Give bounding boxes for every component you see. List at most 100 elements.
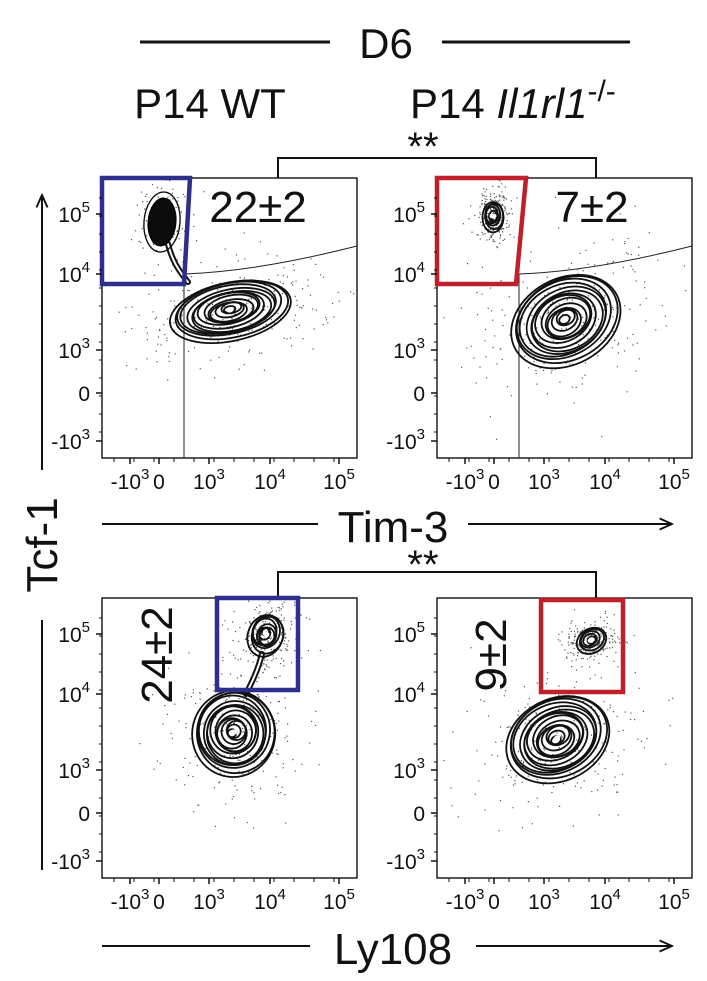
- event-dot: [290, 282, 292, 284]
- event-dot: [530, 724, 532, 726]
- event-dot: [544, 294, 546, 297]
- event-dot: [193, 214, 195, 216]
- event-dot: [450, 787, 452, 789]
- event-dot: [244, 258, 246, 260]
- event-dot: [243, 364, 245, 366]
- x-tick-label: 103: [193, 466, 225, 494]
- x-tick-base: 10: [528, 891, 551, 914]
- event-dot: [283, 601, 285, 603]
- event-dot: [536, 327, 538, 329]
- event-dot: [238, 368, 240, 370]
- event-dot: [270, 702, 272, 704]
- event-dot: [495, 224, 498, 226]
- event-dot: [522, 281, 524, 283]
- x-tick-exponent: 5: [682, 466, 690, 483]
- event-dot: [224, 305, 226, 307]
- y-tick-exponent: 3: [82, 426, 90, 443]
- event-dot: [569, 208, 571, 210]
- event-dot: [494, 197, 496, 199]
- event-dot: [233, 308, 235, 310]
- event-dot: [276, 749, 278, 751]
- event-dot: [274, 290, 276, 292]
- event-dot: [184, 694, 186, 696]
- event-dot: [184, 784, 186, 786]
- event-dot: [157, 343, 159, 345]
- event-dot: [594, 674, 596, 676]
- contour-ring: [143, 191, 181, 253]
- event-dot: [536, 797, 538, 799]
- event-dot: [618, 638, 620, 640]
- event-dot: [502, 325, 504, 327]
- event-dot: [521, 317, 523, 319]
- event-dot: [264, 649, 266, 651]
- event-dot: [253, 768, 256, 770]
- facs-panel-2: [436, 177, 693, 459]
- event-dot: [265, 318, 267, 320]
- event-dot: [260, 639, 262, 641]
- gate-percentage-label: 22±2: [209, 183, 307, 232]
- event-dot: [279, 609, 281, 611]
- event-dot: [561, 736, 563, 738]
- y-tick-label: 0: [78, 803, 90, 826]
- event-dot: [574, 352, 576, 354]
- event-dot: [489, 193, 492, 195]
- event-dot: [189, 762, 191, 764]
- x-tick-base: 10: [254, 891, 277, 914]
- event-dot: [255, 628, 257, 630]
- event-dot: [491, 310, 493, 312]
- event-dot: [258, 676, 260, 679]
- event-dot: [492, 208, 494, 210]
- event-dot: [529, 260, 532, 262]
- event-dot: [561, 328, 563, 330]
- event-dot: [194, 755, 196, 758]
- event-dot: [253, 827, 255, 829]
- contour-ring: [515, 275, 619, 364]
- event-dot: [569, 772, 571, 774]
- event-dot: [479, 366, 481, 368]
- event-dot: [140, 191, 143, 193]
- event-dot: [222, 656, 224, 658]
- event-dot: [484, 202, 486, 205]
- event-dot: [528, 719, 530, 721]
- event-dot: [228, 696, 230, 698]
- event-dot: [269, 622, 271, 624]
- x-tick-base: 10: [323, 471, 346, 494]
- event-dot: [481, 203, 483, 206]
- event-dot: [237, 759, 239, 761]
- event-dot: [493, 227, 495, 229]
- event-dot: [598, 662, 600, 664]
- event-dot: [231, 798, 233, 800]
- event-dot: [168, 356, 170, 358]
- event-dot: [530, 348, 533, 350]
- contour-ring: [519, 705, 598, 772]
- y-tick-label: 0: [413, 383, 425, 406]
- event-dot: [490, 236, 493, 238]
- event-dot: [524, 722, 526, 724]
- event-dot: [271, 297, 273, 299]
- event-dot: [173, 322, 175, 324]
- y-tick-exponent: 3: [82, 335, 90, 352]
- y-tick-base: 10: [393, 204, 416, 227]
- event-dot: [602, 650, 604, 652]
- event-dot: [487, 216, 489, 218]
- event-dot: [273, 648, 275, 650]
- event-dot: [508, 224, 510, 226]
- event-dot: [518, 727, 520, 729]
- event-dot: [312, 308, 314, 310]
- x-tick-exponent: 3: [552, 466, 560, 483]
- event-dot: [604, 638, 606, 640]
- event-dot: [613, 784, 615, 786]
- event-dot: [353, 293, 355, 295]
- y-tick-base: -10: [386, 851, 416, 874]
- event-dot: [160, 344, 162, 346]
- event-dot: [598, 642, 600, 644]
- event-dot: [482, 194, 484, 197]
- event-dot: [148, 293, 150, 295]
- event-dot: [576, 739, 578, 741]
- event-dot: [501, 183, 503, 185]
- event-dot: [259, 352, 261, 354]
- event-dot: [269, 612, 272, 614]
- event-dot: [146, 193, 148, 195]
- event-dot: [642, 710, 644, 712]
